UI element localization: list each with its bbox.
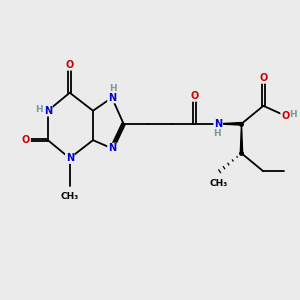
Text: N: N [66, 153, 74, 163]
Text: H: H [290, 110, 297, 118]
Polygon shape [218, 122, 242, 125]
Text: N: N [214, 119, 222, 129]
Text: O: O [281, 111, 289, 121]
Text: N: N [44, 106, 52, 116]
Text: H: H [110, 84, 117, 93]
Text: O: O [259, 73, 267, 83]
Polygon shape [240, 124, 243, 153]
Text: O: O [22, 135, 30, 145]
Text: N: N [108, 93, 116, 103]
Text: H: H [214, 129, 221, 138]
Text: CH₃: CH₃ [61, 192, 79, 201]
Text: H: H [35, 105, 43, 114]
Text: O: O [191, 91, 199, 101]
Text: O: O [66, 60, 74, 70]
Text: CH₃: CH₃ [209, 179, 227, 188]
Text: N: N [108, 143, 116, 153]
